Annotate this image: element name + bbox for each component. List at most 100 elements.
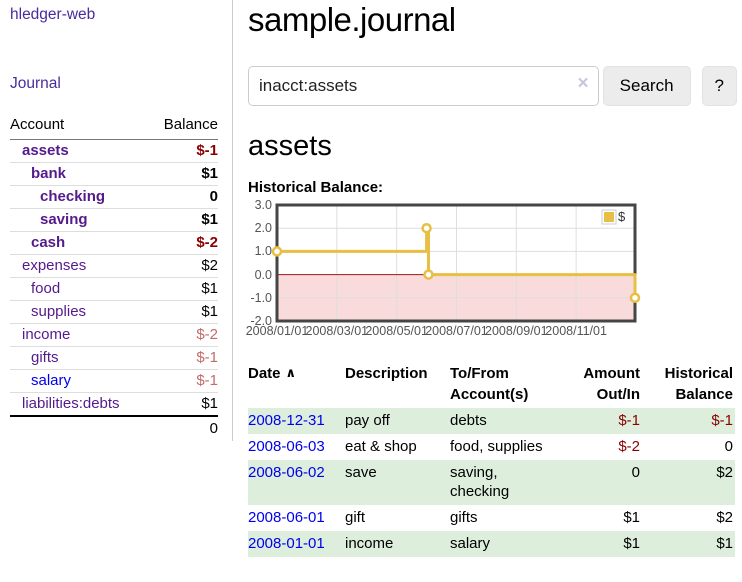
transaction-account: salary xyxy=(450,535,491,552)
account-link-food[interactable]: food xyxy=(31,280,61,297)
accounts-total-row: 0 xyxy=(10,415,218,440)
transaction-row: 2008-01-01 income salary $1 $1 xyxy=(248,531,735,557)
account-row: expenses $2 xyxy=(10,254,218,278)
account-balance: $-1 xyxy=(149,369,218,393)
transaction-description: pay off xyxy=(345,412,390,429)
transaction-date-link[interactable]: 2008-12-31 xyxy=(248,412,325,429)
brand-link[interactable]: hledger-web xyxy=(10,6,96,23)
transaction-description: income xyxy=(345,535,394,552)
y-axis-tick-label: 0.0 xyxy=(254,267,272,282)
transaction-row: 2008-06-03 eat & shop food, supplies $-2… xyxy=(248,434,735,460)
account-link-salary[interactable]: salary xyxy=(31,372,72,389)
accounts-header-balance: Balance xyxy=(149,116,218,140)
account-link-gifts[interactable]: gifts xyxy=(31,349,59,366)
clear-search-icon[interactable]: × xyxy=(577,73,589,94)
search-input[interactable] xyxy=(248,66,599,106)
account-link-bank[interactable]: bank xyxy=(31,165,67,182)
account-link-income[interactable]: income xyxy=(22,326,71,343)
transaction-date-link[interactable]: 2008-06-02 xyxy=(248,464,325,481)
account-balance: 0 xyxy=(149,185,218,209)
accounts-table: Account Balance assets $-1 bank $1 checkin… xyxy=(10,116,218,440)
x-axis-tick-label: 2008/01/01 xyxy=(245,324,309,338)
account-row: cash $-2 xyxy=(10,231,218,255)
x-axis-tick-label: 2008/03/01 xyxy=(305,324,369,338)
account-row: saving $1 xyxy=(10,208,218,232)
account-link-checking[interactable]: checking xyxy=(40,188,106,205)
account-link-cash[interactable]: cash xyxy=(31,234,66,251)
x-axis: 2008/01/01 2008/03/01 2008/05/01 2008/07/01… xyxy=(246,324,635,340)
account-link-expenses[interactable]: expenses xyxy=(22,257,87,274)
account-row: income $-2 xyxy=(10,323,218,347)
x-axis-tick-label: 2008/07/01 xyxy=(425,324,488,338)
register-header-description: Description xyxy=(345,365,428,382)
account-link-saving[interactable]: saving xyxy=(40,211,88,228)
account-row: food $1 xyxy=(10,277,218,301)
transaction-date-link[interactable]: 2008-06-01 xyxy=(248,509,325,526)
transaction-row: 2008-06-01 gift gifts $1 $2 xyxy=(248,505,735,531)
data-point-marker xyxy=(271,246,283,257)
account-balance: $1 xyxy=(149,300,218,324)
x-axis-tick-label: 2008/11/01 xyxy=(545,324,607,338)
register-header-account: To/From Account(s) xyxy=(450,365,529,403)
plot-border xyxy=(275,203,637,323)
y-axis-tick-label: -1.0 xyxy=(250,290,272,305)
account-balance: $1 xyxy=(149,392,218,416)
account-row: gifts $-1 xyxy=(10,346,218,370)
transaction-amount: $-2 xyxy=(618,438,640,455)
y-axis-tick-label: 2.0 xyxy=(254,221,272,236)
account-balance: $2 xyxy=(149,254,218,278)
account-row: assets $-1 xyxy=(10,140,218,163)
account-link-liabilities-debts[interactable]: liabilities:debts xyxy=(22,395,120,412)
transaction-row: 2008-12-31 pay off debts $-1 $-1 xyxy=(248,408,735,434)
transaction-description: gift xyxy=(345,509,366,526)
transaction-amount: $1 xyxy=(623,509,640,526)
historical-balance-chart: 3.0 2.0 1.0 0.0 -1.0 -2.0 $ 2008/01/01 2008/03… xyxy=(246,198,737,342)
register-header-date[interactable]: Date ∧ xyxy=(248,365,297,382)
nav-journal[interactable]: Journal xyxy=(10,75,61,92)
sidebar: hledger-web Journal Account Balance asse… xyxy=(0,0,233,441)
page-title: sample.journal xyxy=(248,1,456,38)
y-axis-tick-label: 1.0 xyxy=(254,244,272,259)
x-axis-tick-label: 2008/05/01 xyxy=(365,324,428,338)
transaction-amount: $-1 xyxy=(618,412,640,429)
account-link-supplies[interactable]: supplies xyxy=(31,303,87,320)
transaction-account: food, supplies xyxy=(450,438,543,455)
plot-area: $ xyxy=(271,203,641,323)
account-balance: $1 xyxy=(149,162,218,186)
data-point-marker xyxy=(421,222,432,234)
help-button[interactable]: ? xyxy=(701,66,737,106)
transaction-description: save xyxy=(345,464,377,481)
transactions-table: Date ∧ Description To/From Account(s) Amo… xyxy=(248,361,735,557)
transaction-amount: $1 xyxy=(623,535,640,552)
register-header-balance: Historical Balance xyxy=(664,365,733,403)
data-point-marker xyxy=(423,269,434,280)
transaction-balance: $1 xyxy=(716,535,733,552)
transaction-date-link[interactable]: 2008-06-03 xyxy=(248,438,325,455)
x-axis-tick-label: 2008/09/01 xyxy=(485,324,548,338)
transaction-balance: $-1 xyxy=(711,412,733,429)
search-form: × Search ? xyxy=(248,66,737,106)
y-axis-tick-label: -2.0 xyxy=(250,314,272,328)
main-content: sample.journal × Search ? assets Histori… xyxy=(246,0,737,557)
y-axis: 3.0 2.0 1.0 0.0 -1.0 -2.0 xyxy=(248,198,277,328)
search-button[interactable]: Search xyxy=(602,66,691,106)
register-header-amount: Amount Out/In xyxy=(583,365,640,403)
account-link-assets[interactable]: assets xyxy=(22,142,69,159)
transaction-date-link[interactable]: 2008-01-01 xyxy=(248,535,325,552)
transaction-account: saving, checking xyxy=(450,464,510,500)
account-row: checking 0 xyxy=(10,185,218,209)
transaction-balance: 0 xyxy=(724,438,733,455)
account-balance: $-2 xyxy=(149,231,218,255)
sort-ascending-icon: ∧ xyxy=(285,366,297,381)
legend-swatch xyxy=(604,212,614,222)
account-heading: assets xyxy=(248,130,332,162)
transaction-balance: $2 xyxy=(716,509,733,526)
account-row: salary $-1 xyxy=(10,369,218,393)
data-point-marker xyxy=(629,292,641,304)
account-row: bank $1 xyxy=(10,162,218,186)
transaction-row: 2008-06-02 save saving, checking 0 $2 xyxy=(248,460,735,505)
account-row: liabilities:debts $1 xyxy=(10,392,218,416)
balance-line-chart: $ xyxy=(271,203,641,323)
y-axis-tick-label: 3.0 xyxy=(254,198,272,212)
